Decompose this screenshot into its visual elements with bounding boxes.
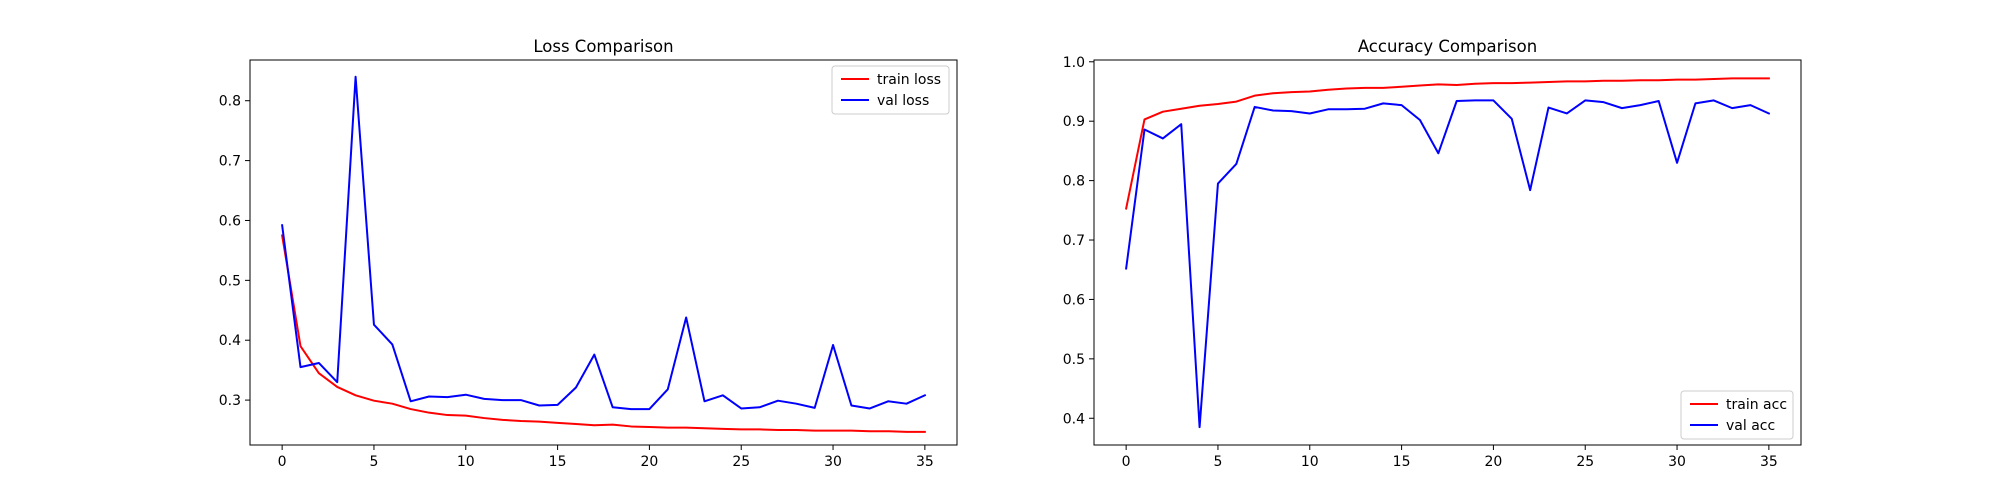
accuracy-y-tick-label: 0.9 [1063, 114, 1085, 130]
loss-chart-frame [249, 59, 958, 446]
accuracy-x-tick-label: 10 [1301, 454, 1319, 470]
loss-x-axis: 0 5 10 15 20 25 30 35 [278, 445, 934, 470]
accuracy-chart-frame [1093, 59, 1802, 446]
loss-x-tick-label: 35 [916, 454, 934, 470]
accuracy-y-tick-label: 0.6 [1063, 292, 1085, 308]
loss-x-tick-label: 30 [824, 454, 842, 470]
loss-x-tick-label: 10 [457, 454, 475, 470]
accuracy-x-tick-label: 5 [1213, 454, 1222, 470]
loss-x-tick-label: 5 [369, 454, 378, 470]
train-loss-legend-label: train loss [877, 72, 941, 88]
accuracy-x-tick-label: 25 [1576, 454, 1594, 470]
val-acc-line [1125, 99, 1771, 429]
loss-y-tick-label: 0.7 [219, 154, 241, 170]
accuracy-x-tick-label: 35 [1760, 454, 1778, 470]
loss-series-lines [280, 75, 927, 433]
val-loss-legend-label: val loss [877, 93, 929, 109]
loss-y-tick-label: 0.3 [219, 393, 241, 409]
train-acc-legend-label: train acc [1726, 397, 1787, 413]
loss-x-tick-label: 20 [640, 454, 658, 470]
loss-chart-title: Loss Comparison [533, 37, 673, 56]
accuracy-x-tick-label: 15 [1393, 454, 1411, 470]
train-acc-line [1124, 77, 1770, 210]
loss-y-tick-label: 0.8 [219, 94, 241, 110]
accuracy-legend: train acc val acc [1680, 390, 1794, 440]
accuracy-y-axis: 0.4 0.5 0.6 0.7 0.8 0.9 1.0 [1063, 55, 1094, 427]
accuracy-series-lines [1124, 77, 1771, 429]
loss-y-tick-label: 0.5 [219, 273, 241, 289]
accuracy-y-tick-label: 0.7 [1063, 233, 1085, 249]
loss-y-tick-label: 0.4 [219, 333, 241, 349]
accuracy-chart-title: Accuracy Comparison [1358, 37, 1537, 56]
loss-x-tick-label: 25 [732, 454, 750, 470]
accuracy-y-tick-label: 0.4 [1063, 411, 1085, 427]
loss-x-tick-label: 15 [549, 454, 567, 470]
loss-chart: Loss Comparison 0 5 10 15 20 25 30 35 0.3 0.4 0.5… [219, 37, 958, 470]
accuracy-x-axis: 0 5 10 15 20 25 30 35 [1122, 445, 1778, 470]
accuracy-y-tick-label: 0.5 [1063, 352, 1085, 368]
train-loss-line [280, 234, 926, 433]
loss-legend: train loss val loss [831, 65, 950, 115]
accuracy-x-tick-label: 20 [1484, 454, 1502, 470]
accuracy-chart: Accuracy Comparison 0 5 10 15 20 25 30 35 0.40.… [1063, 37, 1802, 470]
loss-y-axis: 0.3 0.4 0.5 0.6 0.7 0.8 [219, 94, 250, 409]
accuracy-y-tick-label: 1.0 [1063, 55, 1085, 71]
loss-x-tick-label: 0 [278, 454, 287, 470]
loss-y-tick-label: 0.6 [219, 213, 241, 229]
accuracy-x-tick-label: 30 [1668, 454, 1686, 470]
val-loss-line [281, 75, 927, 411]
val-acc-legend-label: val acc [1726, 418, 1775, 434]
accuracy-x-tick-label: 0 [1122, 454, 1131, 470]
accuracy-y-tick-label: 0.8 [1063, 174, 1085, 190]
